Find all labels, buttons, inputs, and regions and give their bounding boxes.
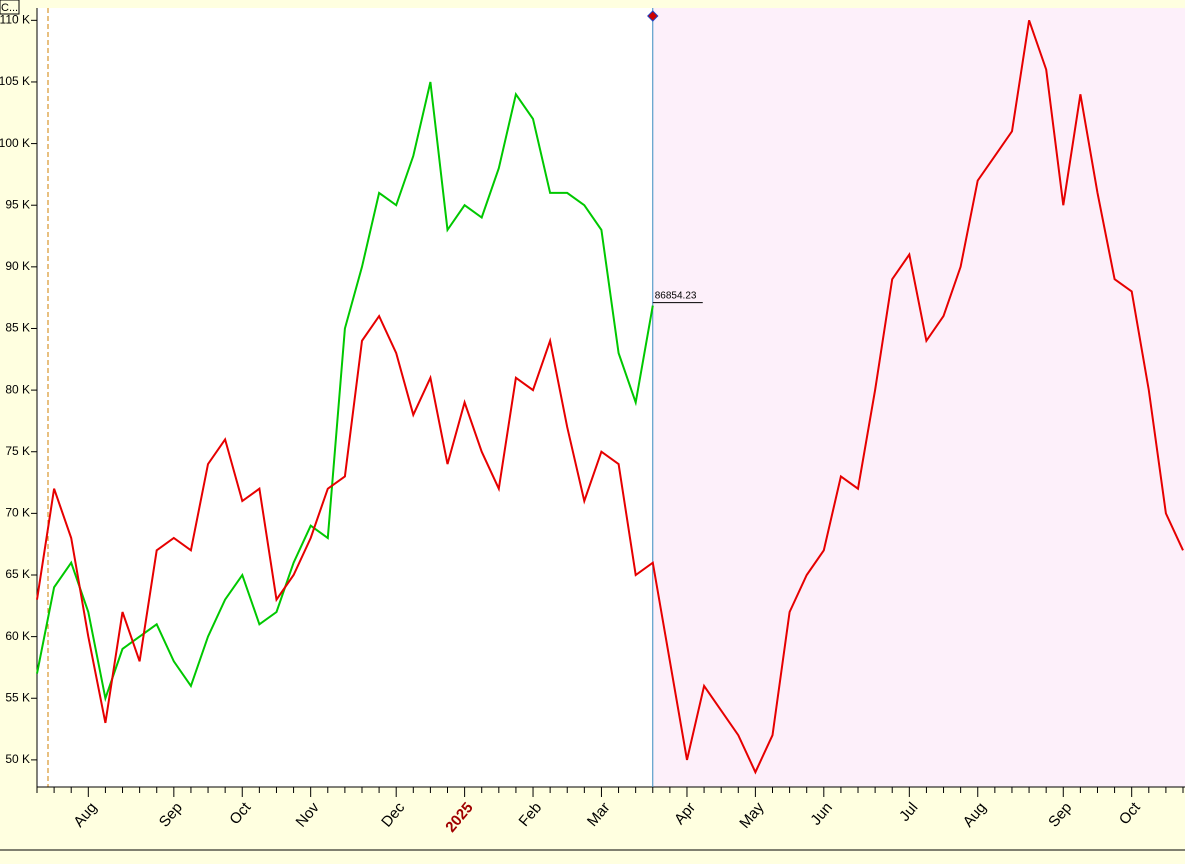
corner-box	[0, 0, 20, 15]
y-tick-label: 110 K	[0, 12, 30, 26]
y-tick-label: 105 K	[0, 74, 30, 88]
split-marker	[647, 10, 659, 22]
corner-label: C...	[1, 2, 18, 14]
y-tick-label: 80 K	[5, 382, 30, 396]
y-tick-label: 75 K	[5, 444, 30, 458]
series-line	[36, 19, 1184, 775]
y-tick-label: 50 K	[5, 752, 30, 766]
y-tick-label: 65 K	[5, 567, 30, 581]
forecast-area	[652, 8, 1185, 787]
y-tick-label: 90 K	[5, 259, 30, 273]
y-tick-label: 85 K	[5, 321, 30, 335]
y-tick-label: 55 K	[5, 690, 30, 704]
series-line	[36, 81, 654, 703]
y-tick-label: 95 K	[5, 197, 30, 211]
price-annotation: 86854.23	[655, 290, 697, 301]
y-tick-label: 70 K	[5, 506, 30, 520]
y-tick-label: 60 K	[5, 629, 30, 643]
y-tick-label: 100 K	[0, 136, 30, 150]
